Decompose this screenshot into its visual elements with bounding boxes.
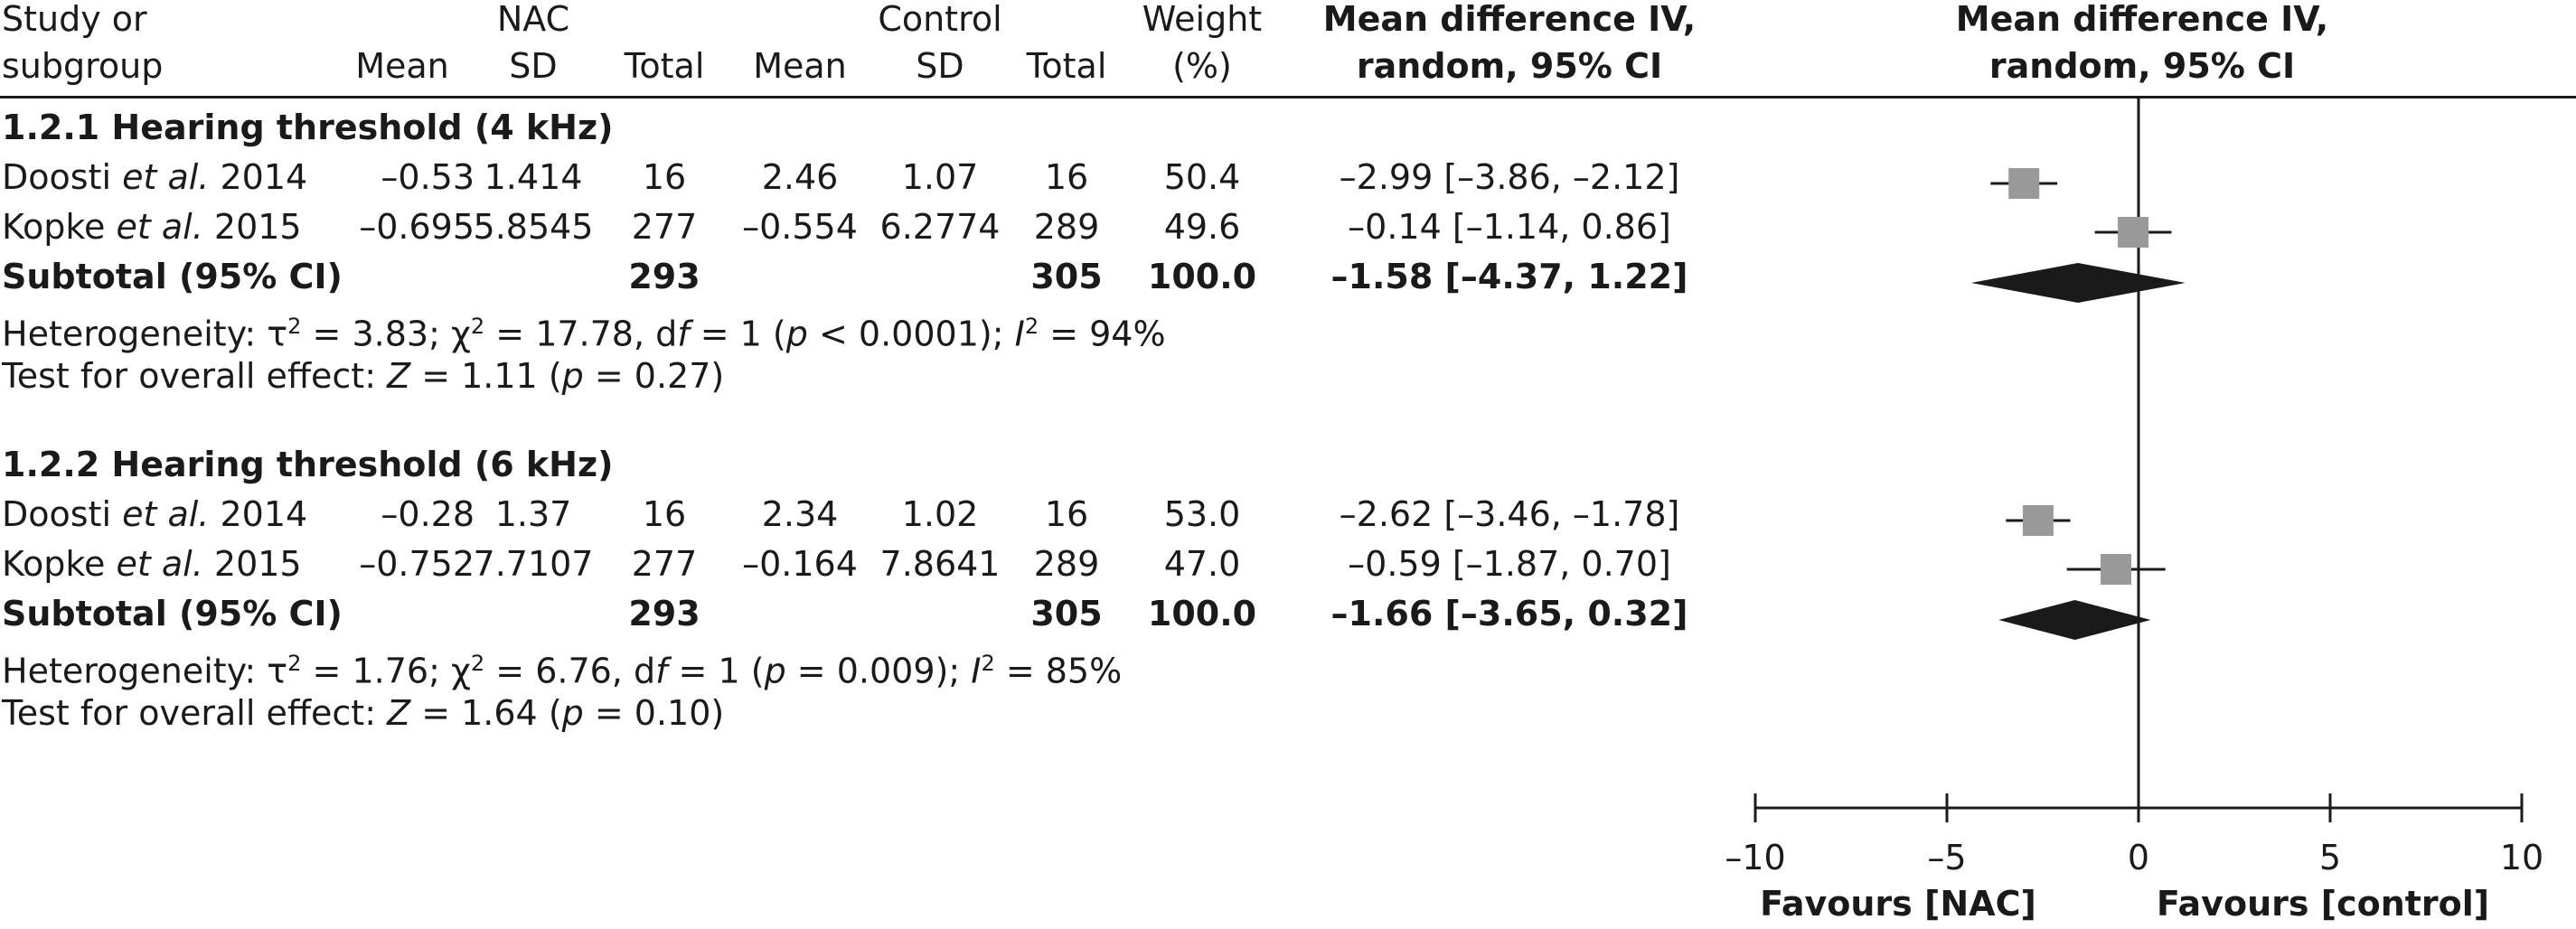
x-tick-label: 10 (2500, 838, 2543, 877)
subtotal-ctrl-total: 305 (1030, 257, 1103, 296)
ctrl-mean: 2.46 (761, 157, 839, 197)
subtotal-ci-text: –1.66 [–3.65, 0.32] (1330, 594, 1688, 633)
subtotal-nac-total: 293 (628, 594, 700, 633)
nac-mean: –0.752 (359, 544, 475, 584)
group-title: 1.2.2 Hearing threshold (6 kHz) (2, 445, 614, 484)
weight: 49.6 (1163, 207, 1241, 247)
weight: 47.0 (1163, 544, 1241, 584)
nac-sd: 1.37 (494, 494, 572, 534)
header-ctrl-total: Total (1026, 46, 1107, 86)
nac-sd: 7.7107 (473, 544, 594, 584)
nac-total: 16 (642, 494, 687, 534)
header-md-line2: random, 95% CI (1356, 46, 1663, 86)
overall-effect-text: Test for overall effect: Z = 1.11 (p = 0… (2, 356, 725, 396)
x-tick-label: –5 (1927, 838, 1966, 877)
effect-square (2100, 554, 2131, 585)
nac-sd: 5.8545 (473, 207, 594, 247)
ctrl-mean: 2.34 (761, 494, 839, 534)
nac-mean: –0.28 (381, 494, 475, 534)
nac-total: 277 (631, 544, 698, 584)
subtotal-label: Subtotal (95% CI) (2, 594, 343, 633)
ctrl-total: 16 (1044, 157, 1089, 197)
ctrl-sd: 6.2774 (879, 207, 1001, 247)
weight: 53.0 (1163, 494, 1241, 534)
ctrl-sd: 1.07 (901, 157, 979, 197)
x-tick-label: 5 (2319, 838, 2341, 877)
header-ctrl-sd: SD (916, 46, 964, 86)
ci-text: –0.14 [–1.14, 0.86] (1348, 207, 1671, 247)
favours-control-label: Favours [control] (2156, 884, 2490, 924)
header-study-line2: subgroup (2, 46, 164, 86)
header-weight-line1: Weight (1142, 0, 1263, 39)
subtotal-ci-text: –1.58 [–4.37, 1.22] (1330, 257, 1688, 296)
ctrl-sd: 1.02 (901, 494, 979, 534)
header-rule (0, 96, 2576, 99)
header-nac-sd: SD (509, 46, 558, 86)
header-plot-line1: Mean difference IV, (1955, 0, 2329, 39)
ci-text: –0.59 [–1.87, 0.70] (1348, 544, 1671, 584)
subtotal-diamond (1970, 263, 2186, 303)
nac-total: 277 (631, 207, 698, 247)
effect-square (2022, 505, 2054, 536)
header-study-line1: Study or (2, 0, 147, 39)
effect-square (2118, 217, 2149, 248)
ctrl-mean: –0.164 (742, 544, 858, 584)
group-title: 1.2.1 Hearing threshold (4 kHz) (2, 108, 614, 147)
x-tick-label: 0 (2128, 838, 2149, 877)
subtotal-ctrl-total: 305 (1030, 594, 1103, 633)
nac-total: 16 (642, 157, 687, 197)
ctrl-total: 289 (1033, 207, 1100, 247)
header-control-group: Control (878, 0, 1002, 39)
nac-mean: –0.695 (359, 207, 475, 247)
ctrl-total: 16 (1044, 494, 1089, 534)
effect-square (2008, 168, 2040, 199)
weight: 50.4 (1163, 157, 1241, 197)
ctrl-mean: –0.554 (742, 207, 858, 247)
ctrl-sd: 7.8641 (879, 544, 1001, 584)
heterogeneity-text: Heterogeneity: τ2 = 3.83; χ2 = 17.78, df… (2, 314, 1166, 354)
subtotal-nac-total: 293 (628, 257, 700, 296)
x-tick-label: –10 (1725, 838, 1785, 877)
study-label: Doosti et al. 2014 (2, 157, 308, 197)
subtotal-weight: 100.0 (1147, 257, 1257, 296)
favours-nac-label: Favours [NAC] (1760, 884, 2036, 924)
header-ctrl-mean: Mean (753, 46, 847, 86)
nac-sd: 1.414 (484, 157, 583, 197)
subtotal-weight: 100.0 (1147, 594, 1257, 633)
nac-mean: –0.53 (381, 157, 475, 197)
header-md-line1: Mean difference IV, (1322, 0, 1697, 39)
ctrl-total: 289 (1033, 544, 1100, 584)
subtotal-label: Subtotal (95% CI) (2, 257, 343, 296)
header-nac-mean: Mean (355, 46, 449, 86)
header-plot-line2: random, 95% CI (1988, 46, 2296, 86)
overall-effect-text: Test for overall effect: Z = 1.64 (p = 0… (2, 693, 725, 733)
subtotal-diamond (1998, 600, 2151, 640)
heterogeneity-text: Heterogeneity: τ2 = 1.76; χ2 = 6.76, df … (2, 651, 1123, 691)
ci-text: –2.62 [–3.46, –1.78] (1339, 494, 1680, 534)
study-label: Doosti et al. 2014 (2, 494, 308, 534)
study-label: Kopke et al. 2015 (2, 207, 302, 247)
study-label: Kopke et al. 2015 (2, 544, 302, 584)
header-weight-line2: (%) (1172, 46, 1232, 86)
header-nac-total: Total (624, 46, 705, 86)
header-nac-group: NAC (496, 0, 570, 39)
ci-text: –2.99 [–3.86, –2.12] (1339, 157, 1680, 197)
